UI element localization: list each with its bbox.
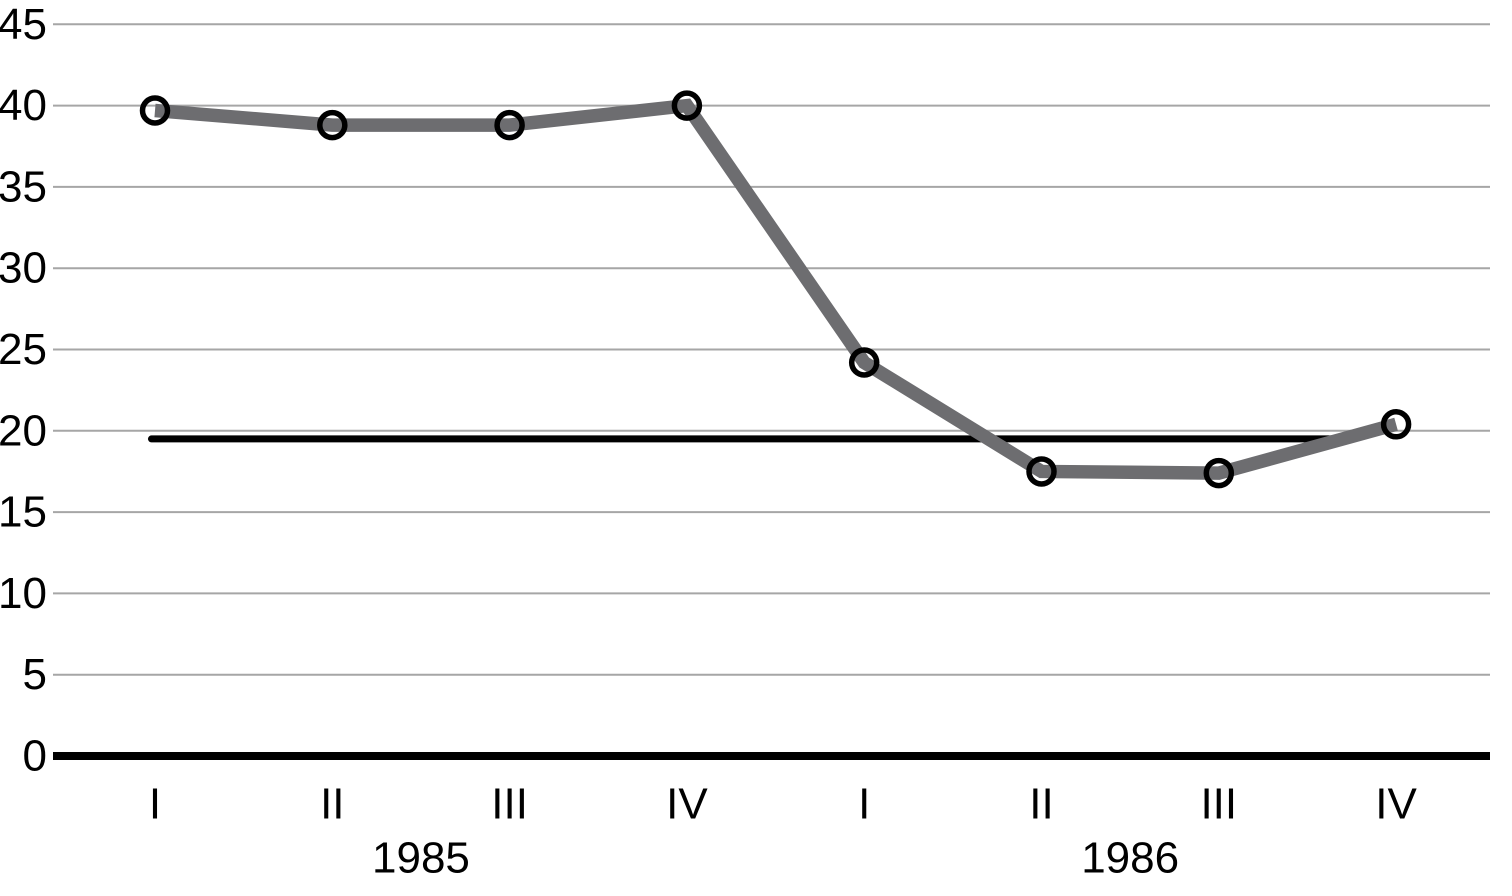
x-tick-label: II — [1029, 780, 1053, 829]
data-point-marker — [1203, 457, 1235, 489]
y-tick-label: 45 — [0, 0, 47, 49]
x-tick-label: IV — [666, 780, 708, 829]
data-point-marker — [1026, 456, 1057, 487]
data-point-marker — [494, 109, 525, 141]
data-point-marker — [139, 95, 171, 126]
x-tick-label: III — [1200, 780, 1237, 829]
y-tick-label: 35 — [0, 162, 47, 211]
y-tick-label: 20 — [0, 406, 47, 455]
data-line — [154, 98, 1398, 480]
data-point-marker — [671, 90, 703, 121]
data-point-marker — [1380, 409, 1412, 440]
y-tick-label: 15 — [0, 488, 47, 537]
x-tick-label: I — [149, 780, 161, 829]
year-label: 1986 — [1081, 834, 1179, 883]
year-label: 1985 — [372, 834, 470, 883]
data-point-marker — [317, 109, 348, 141]
y-tick-label: 30 — [0, 244, 47, 293]
x-tick-label: III — [491, 780, 528, 829]
data-point-marker — [848, 347, 880, 378]
y-tick-label: 0 — [23, 732, 47, 781]
y-tick-label: 5 — [23, 650, 47, 699]
y-tick-label: 25 — [0, 325, 47, 374]
y-tick-label: 10 — [0, 569, 47, 618]
y-tick-label: 40 — [0, 81, 47, 130]
x-tick-label: II — [320, 780, 344, 829]
x-tick-label: IV — [1375, 780, 1417, 829]
x-tick-label: I — [858, 780, 870, 829]
